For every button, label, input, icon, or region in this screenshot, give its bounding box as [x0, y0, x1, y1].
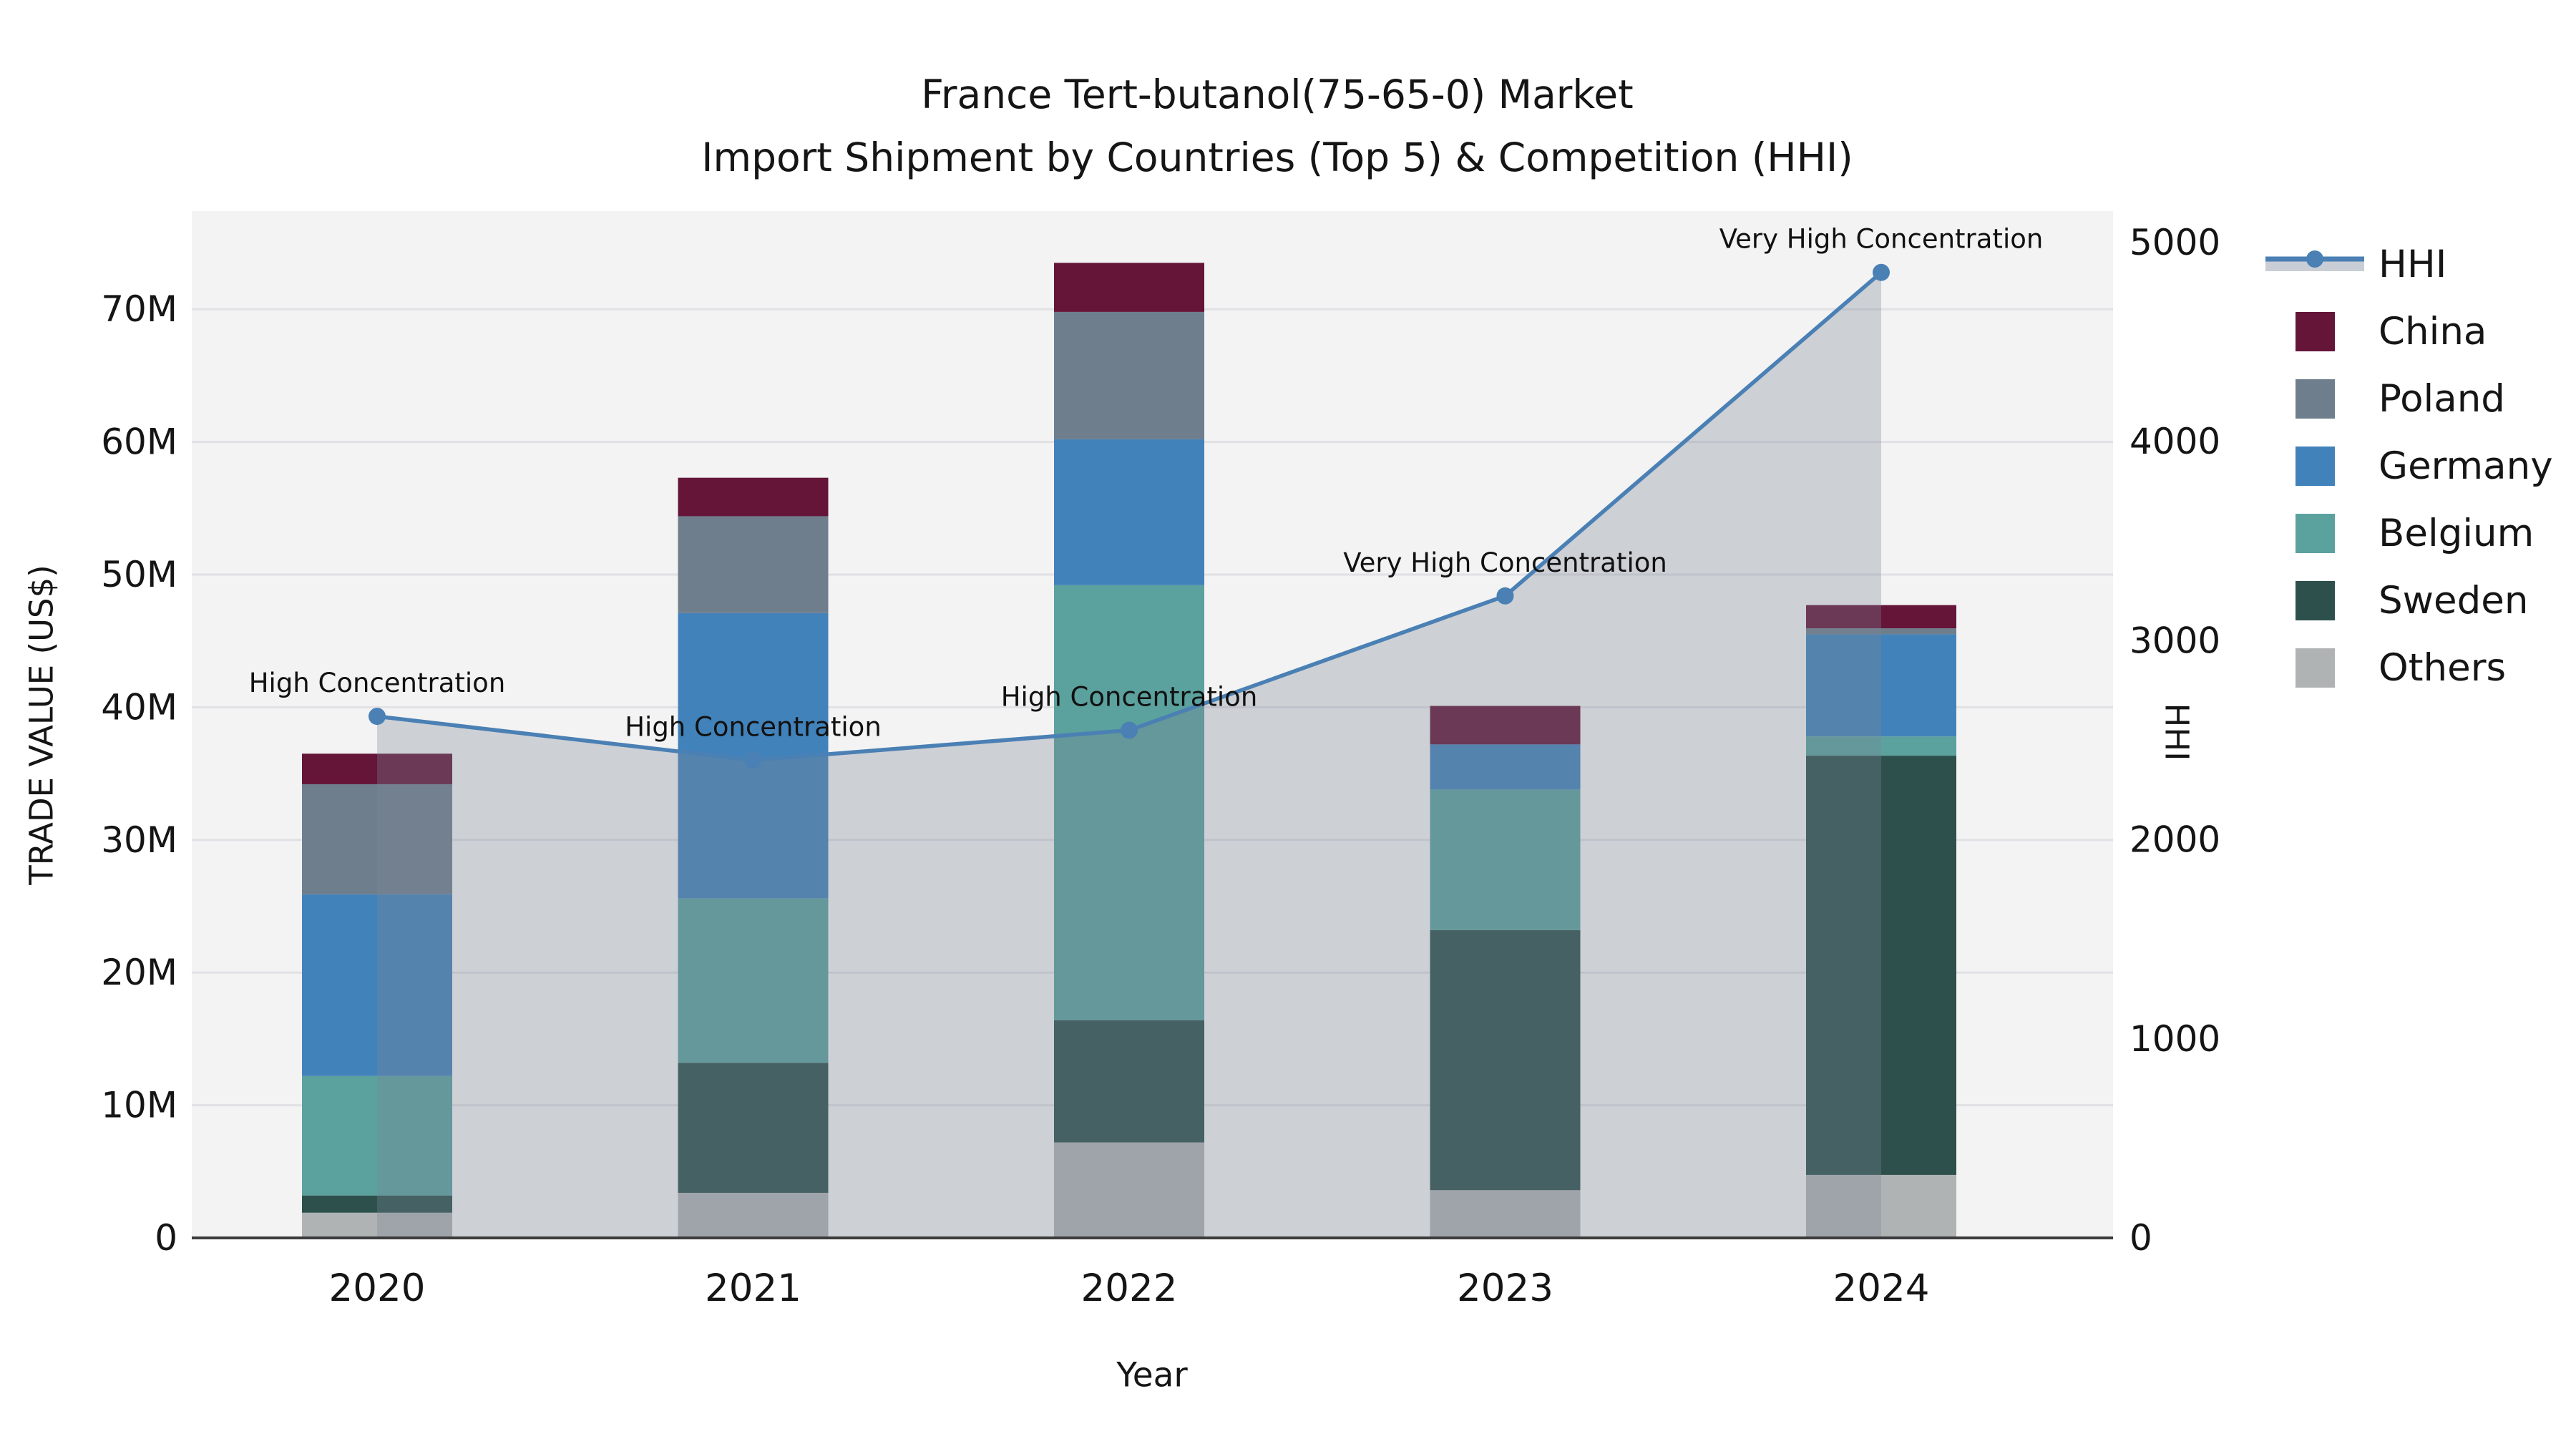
hhi-area-fill — [377, 272, 1881, 1239]
ytick-left-40M: 40M — [101, 686, 177, 728]
ytick-right-0: 0 — [2129, 1217, 2152, 1259]
legend-item-others: Others — [2261, 634, 2553, 701]
hhi-marker-2024 — [1873, 263, 1890, 281]
bar-2024-sweden — [1806, 756, 1956, 1175]
chart-title-line1: France Tert-butanol(75-65-0) Market — [921, 72, 1634, 117]
bar-2022-china — [1054, 263, 1204, 312]
annotation-2020: High Concentration — [249, 668, 506, 698]
bar-2022-sweden — [1054, 1020, 1204, 1143]
xtick-2020: 2020 — [329, 1267, 426, 1310]
annotation-2023: Very High Concentration — [1343, 547, 1667, 578]
hhi-marker-2021 — [744, 751, 762, 769]
china-swatch-icon — [2295, 311, 2335, 351]
hhi-marker-2022 — [1121, 721, 1138, 739]
legend-label: Poland — [2379, 376, 2505, 421]
xtick-2022: 2022 — [1081, 1267, 1178, 1310]
bar-2021-poland — [678, 516, 829, 613]
ytick-left-70M: 70M — [101, 288, 177, 330]
bar-2024-germany — [1806, 634, 1956, 737]
bar-2021-sweden — [678, 1063, 829, 1193]
bar-2020-poland — [302, 784, 452, 894]
xtick-2024: 2024 — [1833, 1267, 1930, 1310]
ytick-left-60M: 60M — [101, 421, 177, 463]
bar-2023-others — [1430, 1190, 1581, 1238]
bar-2023-belgium — [1430, 789, 1581, 930]
hhi-line-key-icon — [2261, 245, 2368, 283]
bar-2023-china — [1430, 706, 1581, 745]
y-axis-title-left: TRADE VALUE (US$) — [22, 565, 61, 885]
chart-title: France Tert-butanol(75-65-0) Market Impo… — [132, 63, 2422, 189]
y-axis-title-right: HHI — [2157, 703, 2196, 761]
ytick-right-4000: 4000 — [2129, 421, 2220, 462]
bar-2023-sweden — [1430, 930, 1581, 1191]
legend-item-china: China — [2261, 298, 2553, 365]
germany-swatch-icon — [2295, 446, 2335, 486]
xtick-2021: 2021 — [705, 1267, 801, 1310]
legend-label: China — [2379, 309, 2487, 353]
bar-2024-belgium — [1806, 736, 1956, 756]
legend-item-poland: Poland — [2261, 365, 2553, 432]
bar-2020-others — [302, 1212, 452, 1238]
ytick-left-10M: 10M — [101, 1085, 177, 1126]
ytick-left-20M: 20M — [101, 952, 177, 993]
legend-item-sweden: Sweden — [2261, 567, 2553, 634]
bar-2024-others — [1806, 1174, 1956, 1238]
ytick-left-50M: 50M — [101, 554, 177, 595]
bar-2020-china — [302, 753, 452, 784]
ytick-right-5000: 5000 — [2129, 222, 2220, 263]
legend: HHI China Poland Germany Belgium Sweden … — [2261, 230, 2553, 701]
bar-2021-china — [678, 477, 829, 517]
annotation-2021: High Concentration — [625, 711, 882, 742]
bar-2022-others — [1054, 1142, 1204, 1238]
ytick-right-2000: 2000 — [2129, 819, 2220, 861]
ytick-left-0: 0 — [155, 1217, 177, 1259]
hhi-marker-2020 — [369, 708, 386, 726]
legend-item-belgium: Belgium — [2261, 499, 2553, 567]
poland-swatch-icon — [2295, 379, 2335, 419]
bar-2024-poland — [1806, 628, 1956, 635]
x-axis-title: Year — [1116, 1355, 1188, 1395]
bar-2022-germany — [1054, 439, 1204, 585]
annotation-2024: Very High Concentration — [1719, 224, 2044, 255]
legend-label: Others — [2379, 645, 2507, 690]
bar-2024-china — [1806, 605, 1956, 629]
legend-label: Sweden — [2379, 578, 2529, 623]
bar-2021-others — [678, 1192, 829, 1238]
hhi-marker-2023 — [1496, 587, 1514, 605]
xtick-2023: 2023 — [1457, 1267, 1553, 1310]
ytick-left-30M: 30M — [101, 819, 177, 861]
bar-2020-germany — [302, 894, 452, 1076]
bar-2021-belgium — [678, 898, 829, 1063]
legend-item-germany: Germany — [2261, 432, 2553, 499]
bar-2022-belgium — [1054, 585, 1204, 1020]
legend-label: Germany — [2379, 444, 2553, 488]
bar-2020-sweden — [302, 1195, 452, 1213]
ytick-right-3000: 3000 — [2129, 620, 2220, 661]
legend-label: Belgium — [2379, 511, 2534, 555]
annotation-2022: High Concentration — [1001, 682, 1258, 713]
bar-2022-poland — [1054, 311, 1204, 439]
legend-label: HHI — [2379, 242, 2447, 286]
sweden-swatch-icon — [2295, 580, 2335, 620]
chart-title-line2: Import Shipment by Countries (Top 5) & C… — [701, 135, 1853, 180]
bar-2023-germany — [1430, 744, 1581, 790]
others-swatch-icon — [2295, 648, 2335, 688]
legend-item-hhi: HHI — [2261, 230, 2553, 298]
ytick-right-1000: 1000 — [2129, 1018, 2220, 1060]
bar-2020-belgium — [302, 1075, 452, 1196]
belgium-swatch-icon — [2295, 513, 2335, 553]
